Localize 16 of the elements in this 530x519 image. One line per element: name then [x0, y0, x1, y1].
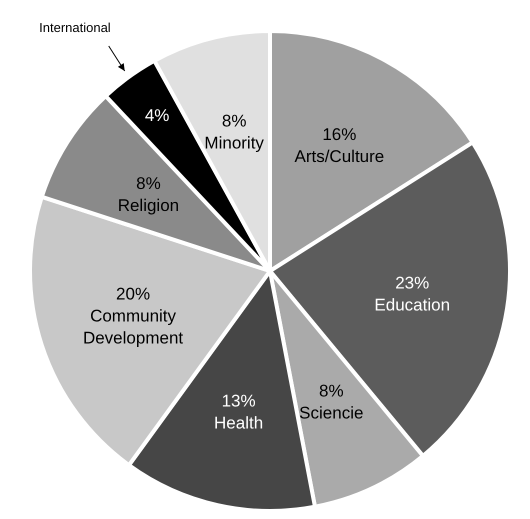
- data-label: 8%: [222, 111, 246, 130]
- data-label: 23%: [395, 273, 430, 292]
- slice-label: Religion: [118, 195, 180, 214]
- data-label: 20%: [116, 284, 150, 303]
- data-label: 4%: [144, 106, 170, 126]
- slice-label: Minority: [204, 133, 264, 152]
- slice-label: Sciencie: [299, 402, 364, 422]
- data-label: 8%: [319, 380, 344, 400]
- slice-label: Community Development: [82, 306, 184, 347]
- slice-label: Education: [374, 295, 450, 314]
- data-label: 16%: [322, 124, 356, 144]
- slice-label: Arts/Culture: [294, 146, 384, 166]
- data-label: 13%: [222, 391, 256, 410]
- data-label: 8%: [136, 173, 161, 192]
- slice-label: Health: [214, 413, 264, 432]
- slice-label: International: [39, 20, 111, 36]
